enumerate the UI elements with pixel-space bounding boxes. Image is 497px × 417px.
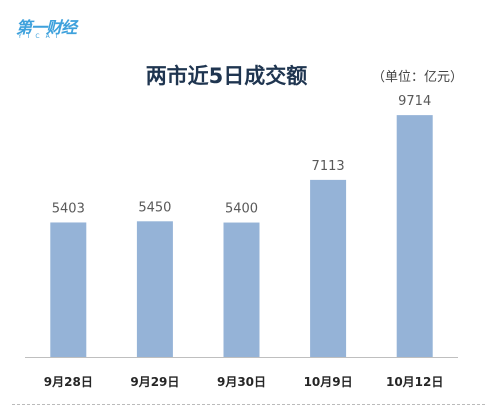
unit-label: （单位：亿元） xyxy=(371,70,463,85)
data-label: 5450 xyxy=(138,200,171,215)
x-tick-label: 9月29日 xyxy=(130,375,179,389)
data-label: 9714 xyxy=(398,94,431,109)
x-tick-label: 9月30日 xyxy=(217,375,266,389)
bar xyxy=(223,222,260,357)
data-label: 7113 xyxy=(312,159,345,174)
x-tick-label: 10月12日 xyxy=(386,375,443,389)
x-tick-label: 9月28日 xyxy=(44,375,93,389)
logo-subtext: YICAI xyxy=(18,33,64,40)
data-label: 5403 xyxy=(52,201,85,216)
chart-title: 两市近5日成交额 xyxy=(0,60,497,90)
bar xyxy=(136,221,173,357)
chart-title-text: 两市近5日成交额 xyxy=(145,64,308,88)
bar xyxy=(50,222,87,357)
x-tick-label: 10月9日 xyxy=(304,375,353,389)
bottom-divider xyxy=(12,404,485,405)
data-label: 5400 xyxy=(225,202,258,217)
logo: 第一财经 xyxy=(16,18,77,37)
bar xyxy=(396,115,433,357)
bar xyxy=(310,179,347,357)
